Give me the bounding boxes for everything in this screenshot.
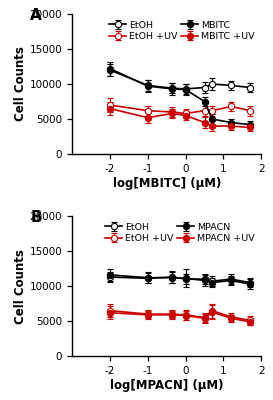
Text: B: B bbox=[30, 210, 42, 226]
Y-axis label: Cell Counts: Cell Counts bbox=[14, 46, 27, 122]
Legend: EtOH, EtOH +UV, MPACN, MPACN +UV: EtOH, EtOH +UV, MPACN, MPACN +UV bbox=[103, 221, 257, 245]
X-axis label: log[MBITC] (μM): log[MBITC] (μM) bbox=[112, 176, 221, 190]
Y-axis label: Cell Counts: Cell Counts bbox=[14, 249, 27, 324]
Text: A: A bbox=[30, 8, 42, 23]
Legend: EtOH, EtOH +UV, MBITC, MBITC +UV: EtOH, EtOH +UV, MBITC, MBITC +UV bbox=[107, 19, 257, 43]
X-axis label: log[MPACN] (μM): log[MPACN] (μM) bbox=[110, 379, 223, 392]
